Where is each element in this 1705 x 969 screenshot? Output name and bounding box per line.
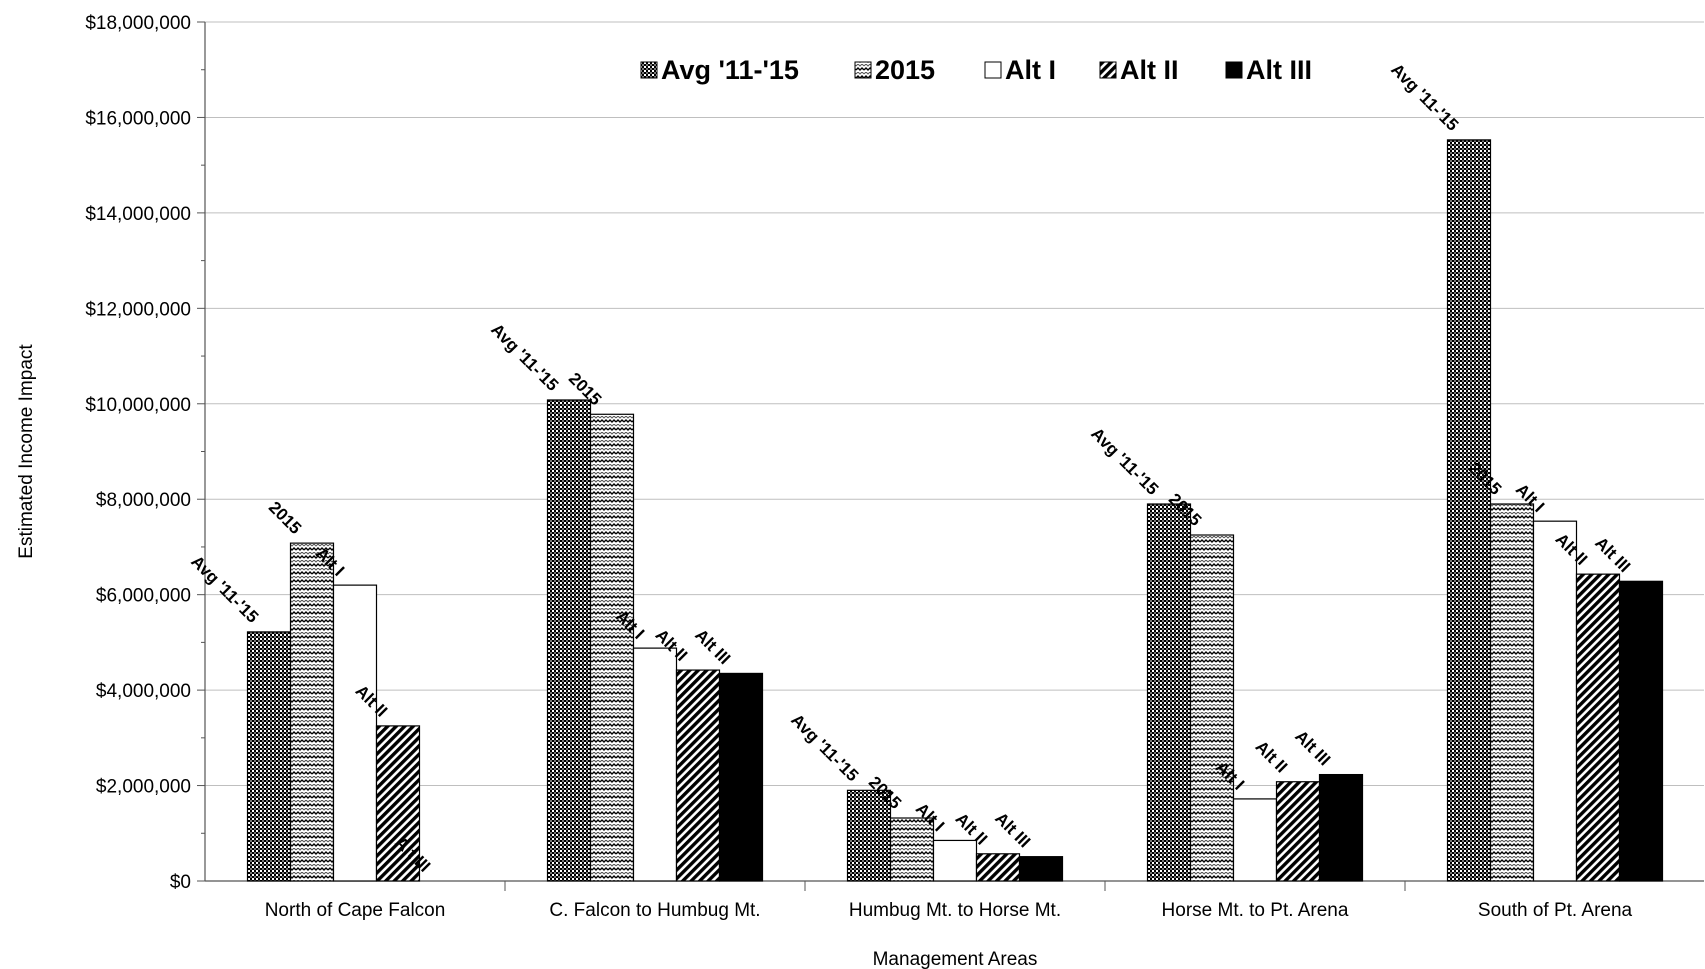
y-tick-label: $16,000,000 [85,108,191,129]
bar-data-label: Avg '11-'15 [787,710,862,785]
bar [1318,773,1364,882]
y-tick-label: $0 [170,872,191,893]
legend-label: 2015 [875,55,935,85]
bar [1018,856,1064,882]
gridlines [205,21,1704,787]
x-tick-label: North of Cape Falcon [265,900,446,921]
x-tick-label: Humbug Mt. to Horse Mt. [849,900,1061,921]
y-tick-label: $12,000,000 [85,299,191,320]
bar [1189,534,1235,882]
legend: Avg '11-'15 2015 Alt I Alt II Alt III [640,55,1312,85]
legend-swatch [1225,61,1243,79]
y-tick-label: $10,000,000 [85,395,191,416]
y-tick-label: $8,000,000 [96,490,191,511]
bar-data-label: Alt II [1252,737,1291,776]
bar [1532,520,1578,882]
bar [675,669,721,882]
bar-data-label: Alt III [691,625,734,668]
legend-swatch [984,61,1002,79]
bar [1232,798,1278,882]
x-tick-label: Horse Mt. to Pt. Arena [1162,900,1349,921]
bar-data-label: 2015 [265,498,305,538]
bar [546,399,592,882]
bar-data-label: Avg '11-'15 [1387,60,1462,135]
bar-data-label: Alt III [1291,727,1334,770]
bar [332,584,378,882]
x-tick-label: C. Falcon to Humbug Mt. [549,900,760,921]
x-tick-label: South of Pt. Arena [1478,900,1633,921]
bar [589,413,635,882]
bar-data-label: Avg '11-'15 [1087,424,1162,499]
y-tick-label: $6,000,000 [96,586,191,607]
legend-label: Alt III [1246,55,1312,85]
legend-label: Alt II [1120,55,1179,85]
bar-data-label: Avg '11-'15 [487,320,562,395]
bar [1446,139,1492,882]
bar [375,725,421,882]
bar-data-label: Alt III [1591,533,1634,576]
bar [1146,503,1192,882]
y-tick-label: $14,000,000 [85,204,191,225]
bar-data-label: Avg '11-'15 [187,552,262,627]
bar [1275,781,1321,882]
legend-label: Alt I [1005,55,1056,85]
axes: $0 $2,000,000 $4,000,000 $6,000,000 $8,000,0… [16,13,1704,969]
bar [289,542,335,882]
x-axis-title: Management Areas [873,949,1038,969]
legend-swatch [1099,61,1117,79]
bar [932,839,978,882]
bar [1618,580,1664,882]
bar [718,672,764,882]
legend-swatch [640,61,658,79]
y-tick-label: $2,000,000 [96,777,191,798]
legend-label: Avg '11-'15 [661,55,799,85]
bar [975,853,1021,882]
bar [632,647,678,882]
bars [246,139,1664,882]
bar [246,631,292,882]
bar [1489,503,1535,882]
y-tick-label: $18,000,000 [85,13,191,34]
y-tick-label: $4,000,000 [96,681,191,702]
bar-data-label: Alt III [991,809,1034,852]
y-axis-title: Estimated Income Impact [16,344,37,559]
bar [1575,573,1621,882]
legend-swatch [854,61,872,79]
